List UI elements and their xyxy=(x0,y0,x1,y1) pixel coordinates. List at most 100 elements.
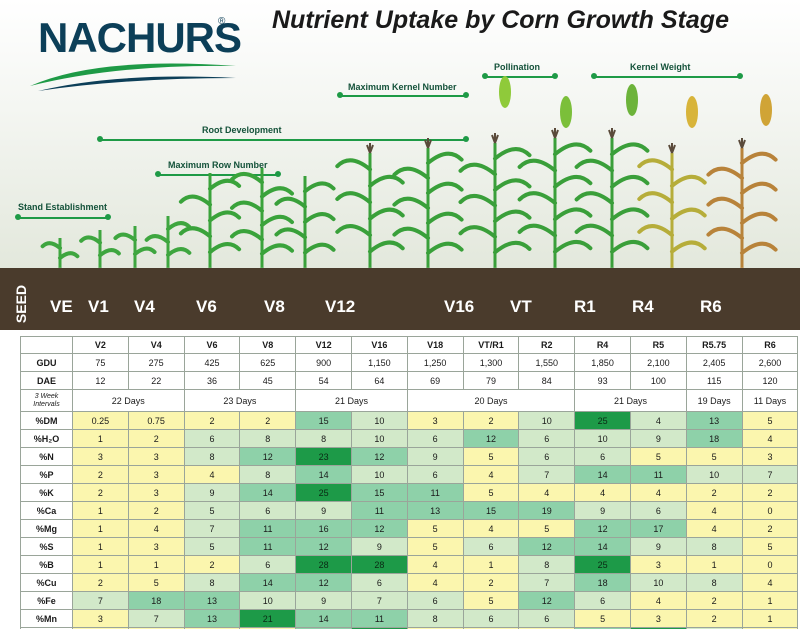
milestone-bracket-kernel-weight xyxy=(591,73,743,79)
nutrient-label: %B xyxy=(20,555,73,574)
corn-plant xyxy=(574,128,650,268)
data-cell: 16 xyxy=(295,519,352,538)
nutrient-row: %DM 0.25 0.75 2 2 15 10 3 2 10 25 4 13 5 xyxy=(20,411,799,430)
data-cell: 13 xyxy=(406,501,464,520)
nutrient-row: %B 1 1 2 6 28 28 4 1 8 25 3 1 0 xyxy=(20,555,799,574)
data-cell: 9 xyxy=(629,429,687,448)
data-cell: 18 xyxy=(574,573,631,592)
corn-plant xyxy=(178,173,242,268)
milestone-maximum-row-number: Maximum Row Number xyxy=(168,160,268,170)
data-cell: 3 xyxy=(127,537,185,556)
nutrient-row: %P 2 3 4 8 14 10 6 4 7 14 11 10 7 xyxy=(20,465,799,484)
seed-label: SEED xyxy=(13,284,29,324)
data-cell: 2 xyxy=(741,519,799,538)
data-cell: 5 xyxy=(183,501,241,520)
gdu-cell: 1,150 xyxy=(350,353,408,372)
data-cell: 3 xyxy=(127,447,185,466)
data-cell: 8 xyxy=(183,573,241,592)
data-cell: 2 xyxy=(72,573,129,592)
gdu-row: GDU 75 275 425 625 900 1,150 1,250 1,300 1,550 1,8… xyxy=(20,353,799,372)
nutrient-row: %Ca 1 2 5 6 9 11 13 15 19 9 6 4 0 xyxy=(20,501,799,520)
milestone-stand-establishment: Stand Establishment xyxy=(18,202,108,212)
nutrient-label: %Zn xyxy=(20,627,73,629)
column-header: V16 xyxy=(350,336,408,354)
corn-plant xyxy=(517,128,593,268)
corn-plant xyxy=(40,238,80,268)
data-cell: 9 xyxy=(295,591,352,610)
milestone-bracket-root xyxy=(97,136,469,142)
data-cell: 4 xyxy=(741,573,799,592)
data-cell: 1 xyxy=(685,555,743,574)
logo-swoosh-icon xyxy=(30,63,236,91)
data-cell: 13 xyxy=(183,591,241,610)
nutrient-label: %P xyxy=(20,465,73,484)
corn-ear-icon xyxy=(560,96,572,128)
data-cell: 11 xyxy=(406,483,464,502)
gdu-cell: 75 xyxy=(72,353,129,372)
data-cell: 9 xyxy=(406,447,464,466)
nutrient-label: %S xyxy=(20,537,73,556)
data-cell: 4 xyxy=(183,465,241,484)
data-cell: 3 xyxy=(72,609,129,628)
data-cell: 4 xyxy=(741,627,799,629)
data-cell: 4 xyxy=(685,519,743,538)
data-cell: 8 xyxy=(518,555,576,574)
data-cell: 2 xyxy=(685,591,743,610)
nutrient-row: %S 1 3 5 11 12 9 5 6 12 14 9 8 5 xyxy=(20,537,799,556)
growth-stage-v12: V12 xyxy=(325,297,356,316)
gdu-cell: 900 xyxy=(295,353,352,372)
data-cell: 12 xyxy=(462,429,520,448)
gdu-cell: 275 xyxy=(127,353,185,372)
data-cell: 6 xyxy=(406,465,464,484)
data-cell: 1 xyxy=(72,555,129,574)
corn-ear-icon xyxy=(686,96,698,128)
data-cell: 2 xyxy=(685,609,743,628)
nutrient-row: %Zn12221920423132064 xyxy=(20,627,799,629)
data-cell: 3 xyxy=(127,483,185,502)
data-cell: 6 xyxy=(183,429,241,448)
data-cell: 18 xyxy=(127,591,185,610)
data-cell: 13 xyxy=(685,411,743,430)
data-cell: 23 xyxy=(295,447,352,466)
column-header: R5.75 xyxy=(685,336,743,354)
nutrient-uptake-table: V2 V4 V6 V8 V12 V16 V18 VT/R1 R2 R4 R5 R5.75 R6 GDU 75… xyxy=(20,336,799,629)
column-header: R4 xyxy=(574,336,631,354)
nutrient-row: %Mg 1 4 7 11 16 12 5 4 5 12 17 4 2 xyxy=(20,519,799,538)
data-cell: 9 xyxy=(629,537,687,556)
interval-cell: 22 Days xyxy=(72,389,185,412)
data-cell: 4 xyxy=(574,483,631,502)
growth-stage-ve: VE xyxy=(50,297,73,316)
data-cell: 6 xyxy=(518,447,576,466)
data-cell: 1 xyxy=(741,609,799,628)
growth-stage-r1: R1 xyxy=(574,297,596,316)
nutrient-row: %Fe 7 18 13 10 9 7 6 5 12 6 4 2 1 xyxy=(20,591,799,610)
data-cell: 6 xyxy=(574,591,631,610)
data-cell: 9 xyxy=(183,483,241,502)
gdu-cell: 2,405 xyxy=(685,353,743,372)
data-cell: 3 xyxy=(629,555,687,574)
nutrient-label: %N xyxy=(20,447,73,466)
data-cell: 12 xyxy=(239,447,297,466)
data-cell: 10 xyxy=(685,465,743,484)
growth-stage-v16: V16 xyxy=(444,297,475,316)
data-cell: 2 xyxy=(685,483,743,502)
gdu-cell: 1,850 xyxy=(574,353,631,372)
data-cell: 4 xyxy=(741,429,799,448)
gdu-cell: 2,600 xyxy=(741,353,799,372)
data-cell: 1 xyxy=(462,555,520,574)
growth-stage-v8: V8 xyxy=(264,297,285,316)
corn-plant xyxy=(79,230,121,268)
data-cell: 25 xyxy=(574,555,631,574)
gdu-cell: 425 xyxy=(183,353,241,372)
data-cell: 6 xyxy=(629,501,687,520)
chart-title: Nutrient Uptake by Corn Growth Stage xyxy=(272,6,729,34)
gdu-cell: 1,550 xyxy=(518,353,576,372)
data-cell: 10 xyxy=(629,573,687,592)
data-cell: 4 xyxy=(127,519,185,538)
data-cell: 0 xyxy=(741,555,799,574)
data-cell: 12 xyxy=(518,537,576,556)
data-cell: 4 xyxy=(629,411,687,430)
growth-stage-v1: V1 xyxy=(88,297,109,316)
data-cell: 8 xyxy=(183,447,241,466)
column-header: V2 xyxy=(72,336,129,354)
